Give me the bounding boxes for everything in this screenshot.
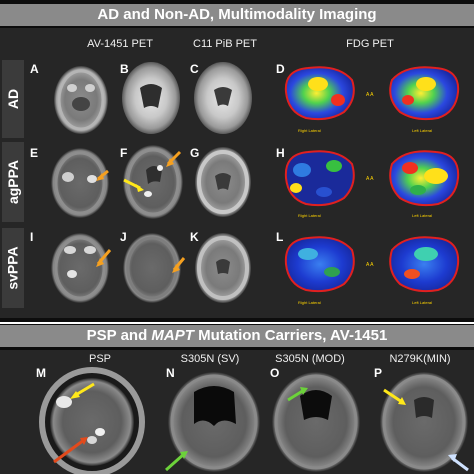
- panel-label-k: K: [190, 230, 199, 244]
- fdg-aa-label-d: A A: [366, 92, 374, 98]
- fdg-right-lateral-l: Right Lateral: [298, 300, 321, 305]
- panel-label-c: C: [190, 62, 199, 76]
- column-header-n279k-min: N279K(MIN): [389, 353, 451, 365]
- column-header-s305n-mod: S305N (MOD): [275, 353, 345, 365]
- brain-scan-a: [54, 66, 108, 134]
- brain-scan-f: [123, 145, 183, 219]
- fdg-scan-l-left: [389, 236, 460, 293]
- row-header-svppa: svPPA: [2, 228, 24, 308]
- fdg-scan-h-left: [389, 150, 460, 207]
- brain-scan-j: [123, 233, 186, 303]
- column-header-s305n-sv: S305N (SV): [180, 353, 240, 365]
- column-header-pib: C11 PiB PET: [193, 38, 257, 50]
- panel-label-f: F: [120, 146, 128, 160]
- brain-scan-m: [39, 367, 145, 474]
- brain-scan-g: [195, 147, 251, 217]
- fdg-scan-h-right: [284, 150, 355, 207]
- column-header-psp: PSP: [88, 353, 111, 365]
- fdg-right-lateral-h: Right Lateral: [298, 213, 321, 218]
- fdg-left-lateral-l: Left Lateral: [412, 300, 433, 305]
- bottom-banner: [0, 325, 474, 347]
- column-header-av1451: AV-1451 PET: [87, 38, 153, 50]
- fdg-right-lateral-d: Right Lateral: [298, 128, 321, 133]
- top-banner: [0, 4, 474, 26]
- panel-label-l: L: [276, 230, 284, 244]
- panel-label-m: M: [36, 366, 46, 380]
- panel-label-n: N: [166, 366, 175, 380]
- fdg-left-lateral-h: Left Lateral: [412, 213, 433, 218]
- fdg-scan-d-left: [389, 66, 460, 121]
- brain-scan-n: [165, 372, 260, 472]
- bottom-banner-title: PSP and MAPT Mutation Carriers, AV-1451: [86, 327, 388, 344]
- brain-scan-c: [194, 62, 252, 134]
- row-header-agppa: agPPA: [2, 142, 24, 222]
- brain-scan-p: [380, 372, 469, 472]
- panel-label-e: E: [30, 146, 39, 160]
- panel-label-g: G: [190, 146, 200, 160]
- column-header-fdg: FDG PET: [346, 38, 394, 50]
- brain-scan-o: [272, 372, 360, 472]
- panel-label-o: O: [270, 366, 280, 380]
- fdg-aa-label-l: A A: [366, 262, 374, 268]
- brain-scan-k: [195, 233, 251, 303]
- section-divider: [0, 322, 474, 324]
- fdg-scan-l-right: [284, 236, 355, 293]
- fdg-left-lateral-d: Left Lateral: [412, 128, 433, 133]
- panel-label-a: A: [30, 62, 39, 76]
- panel-label-j: J: [120, 230, 127, 244]
- row-header-ad: AD: [2, 60, 24, 138]
- brain-scan-i: [51, 233, 112, 303]
- fdg-aa-label-h: A A: [366, 176, 374, 182]
- panel-label-i: I: [30, 230, 34, 244]
- panel-label-p: P: [374, 366, 383, 380]
- fdg-scan-d-right: [284, 66, 355, 121]
- brain-scan-e: [51, 148, 109, 218]
- brain-scan-b: [122, 62, 180, 134]
- panel-label-d: D: [276, 62, 285, 76]
- panel-label-h: H: [276, 146, 285, 160]
- top-banner-title: AD and Non-AD, Multimodality Imaging: [97, 6, 377, 23]
- panel-label-b: B: [120, 62, 129, 76]
